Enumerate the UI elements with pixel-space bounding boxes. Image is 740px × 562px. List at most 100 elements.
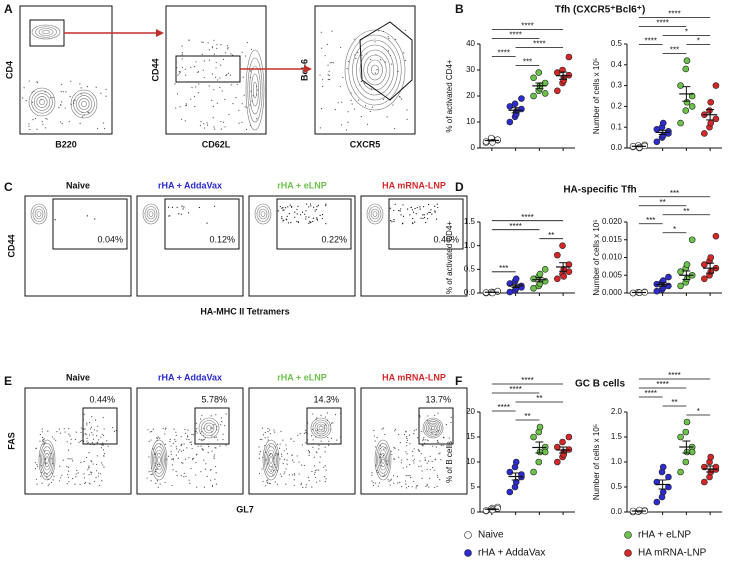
event-dot [380, 465, 382, 467]
event-dot [293, 440, 295, 442]
event-dot [40, 465, 42, 467]
event-dot [39, 455, 41, 457]
event-dot [374, 41, 376, 43]
event-dot [203, 459, 205, 461]
event-dot [149, 431, 151, 433]
event-dot [59, 104, 62, 106]
axis-label: B220 [55, 139, 77, 149]
event-dot [379, 447, 382, 450]
event-dot [380, 462, 382, 464]
event-dot [213, 39, 215, 41]
event-dot [261, 427, 264, 429]
event-dot [249, 70, 252, 72]
event-dot [415, 487, 417, 489]
event-dot [386, 463, 388, 465]
event-dot [415, 213, 417, 215]
event-dot [86, 437, 88, 439]
event-dot [325, 205, 327, 207]
event-dot [180, 450, 182, 452]
axis-label: CXCR5 [350, 139, 381, 149]
event-dot [198, 438, 200, 440]
event-dot [347, 60, 350, 63]
flow-plot [136, 387, 244, 495]
event-dot [371, 472, 373, 474]
event-dot [61, 101, 63, 103]
event-dot [64, 107, 66, 109]
event-dot [282, 206, 284, 209]
event-dot [401, 459, 403, 461]
data-point [682, 428, 690, 436]
event-dot [420, 217, 422, 219]
event-dot [297, 434, 299, 436]
event-dot [205, 463, 207, 465]
event-dot [393, 218, 395, 221]
event-dot [403, 433, 406, 436]
event-dot [267, 479, 269, 481]
contour [44, 453, 50, 467]
event-dot [222, 433, 224, 435]
contour [45, 456, 49, 464]
event-dot [225, 52, 227, 54]
event-dot [279, 473, 281, 475]
event-dot [41, 431, 43, 433]
event-dot [428, 486, 430, 488]
event-dot [184, 120, 186, 122]
event-dot [175, 440, 177, 443]
sig-label: ** [683, 207, 689, 216]
data-point [701, 130, 708, 137]
event-dot [272, 455, 274, 457]
event-dot [281, 455, 283, 457]
arrowhead [156, 29, 164, 37]
event-dot [389, 54, 391, 57]
event-dot [105, 95, 107, 97]
event-dot [86, 424, 88, 426]
event-dot [214, 436, 216, 438]
event-dot [435, 218, 438, 220]
event-dot [241, 51, 243, 53]
y-tick-label: 0.015 [602, 235, 623, 244]
event-dot [271, 466, 273, 468]
event-dot [299, 433, 301, 435]
sig-label: ** [524, 412, 530, 421]
event-dot [244, 55, 247, 57]
event-dot [169, 441, 171, 443]
event-dot [336, 439, 338, 441]
event-dot [88, 434, 91, 436]
event-dot [313, 456, 315, 458]
event-dot [84, 481, 87, 484]
event-dot [382, 458, 384, 460]
contour [146, 208, 156, 220]
event-dot [86, 85, 88, 88]
y-tick-label: 0.1 [611, 122, 623, 131]
event-dot [60, 91, 62, 93]
event-dot [79, 483, 81, 485]
event-dot [96, 463, 98, 466]
event-dot [85, 433, 87, 436]
event-dot [225, 444, 227, 446]
data-point [707, 119, 715, 127]
event-dot [432, 445, 434, 447]
event-dot [165, 427, 167, 429]
event-dot [55, 439, 57, 441]
percent-label: 0.44% [89, 394, 115, 404]
event-dot [112, 426, 114, 429]
event-dot [450, 421, 452, 424]
event-dot [382, 475, 384, 477]
event-dot [313, 465, 316, 467]
contour [249, 65, 261, 115]
event-dot [434, 210, 436, 212]
event-dot [387, 50, 390, 52]
event-dot [422, 438, 425, 440]
contour [265, 446, 277, 474]
event-dot [437, 412, 439, 414]
event-dot [427, 218, 429, 220]
event-dot [67, 458, 69, 460]
event-dot [96, 470, 98, 472]
event-dot [399, 481, 401, 484]
event-dot [229, 74, 232, 76]
data-point [682, 65, 690, 73]
event-dot [113, 430, 116, 433]
event-dot [286, 453, 289, 455]
event-dot [347, 121, 349, 123]
event-dot [378, 30, 380, 32]
